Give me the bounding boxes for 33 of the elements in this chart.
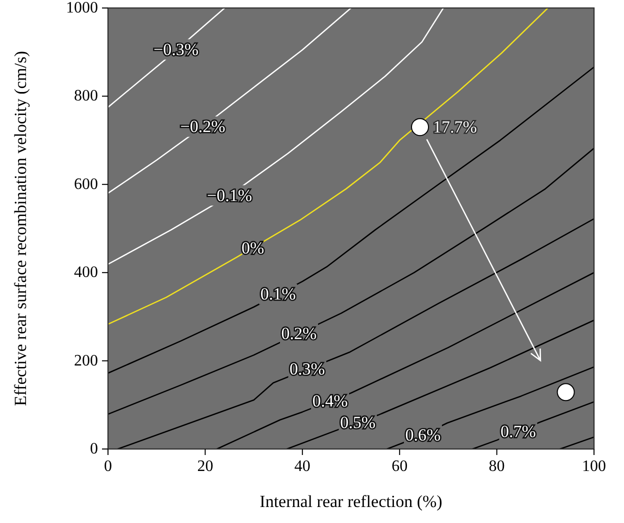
y-tick-label: 800 <box>74 88 98 105</box>
line-series <box>108 8 548 325</box>
annotation: −0.2% <box>180 117 226 136</box>
x-axis-title: Internal rear reflection (%) <box>260 492 442 511</box>
annotation: 0.1% <box>260 284 296 304</box>
line-series <box>108 66 594 374</box>
x-tick-label: 80 <box>488 458 505 475</box>
y-tick-label: 0 <box>90 440 98 458</box>
line-series <box>108 148 594 415</box>
x-tick-label: 60 <box>392 458 408 475</box>
line-series <box>216 272 594 449</box>
annotation: 17.7% <box>433 118 477 137</box>
annotation: 0.3% <box>290 360 325 379</box>
line-series <box>472 401 594 449</box>
y-tick-label: 1000 <box>66 0 98 16</box>
line-series <box>117 218 594 449</box>
x-tick-label: 0 <box>104 458 112 475</box>
x-tick-label: 100 <box>582 458 606 475</box>
y-tick-label: 200 <box>74 352 98 370</box>
annotation: 0.6% <box>405 425 441 444</box>
annotation: 0.4% <box>312 391 348 410</box>
y-tick-label: 400 <box>74 264 98 282</box>
annotation: 0.2% <box>281 324 317 343</box>
x-tick-label: 20 <box>197 458 214 475</box>
x-tick-label: 40 <box>294 458 310 475</box>
annotation: 0% <box>241 238 264 258</box>
annotation: −0.3% <box>154 40 199 59</box>
y-axis-title: Effective rear surface recombination velocity (cm/s) <box>11 50 30 406</box>
annotation: 0.7% <box>500 422 536 441</box>
y-tick-label: 600 <box>74 176 98 193</box>
line-series <box>386 366 594 449</box>
annotation: −0.1% <box>207 186 252 205</box>
annotation: 0.5% <box>340 413 376 432</box>
